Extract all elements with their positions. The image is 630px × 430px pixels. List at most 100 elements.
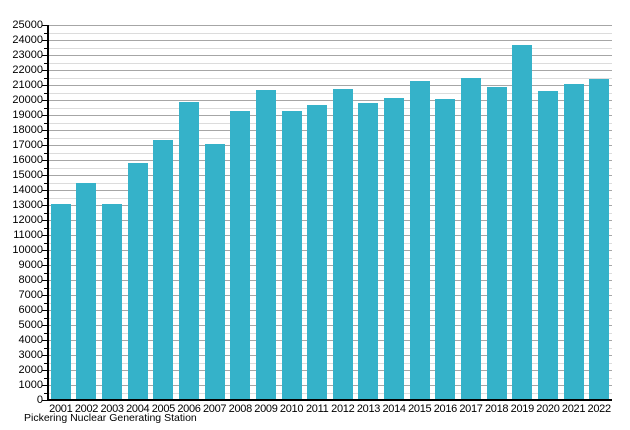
gridline-minor — [48, 32, 612, 34]
y-tick-label: 6000 — [18, 304, 43, 316]
bar-2018 — [486, 86, 507, 400]
bar-2021 — [563, 83, 584, 400]
y-tick-label: 20000 — [12, 94, 43, 106]
y-tick-minor — [44, 152, 47, 154]
y-tick-minor — [44, 347, 47, 349]
y-tick-label: 0 — [36, 394, 43, 406]
gridline-major — [48, 175, 612, 176]
y-tick-label: 17000 — [12, 139, 43, 151]
bar-2013 — [358, 103, 379, 400]
x-tick-label-2022: 2022 — [587, 403, 612, 415]
y-tick-label: 24000 — [12, 34, 43, 46]
y-tick-major — [42, 205, 47, 206]
y-tick-label: 8000 — [18, 274, 43, 286]
y-tick-major — [42, 265, 47, 266]
y-tick-label: 9000 — [18, 259, 43, 271]
y-tick-minor — [44, 332, 47, 334]
gridline-minor — [48, 122, 612, 124]
x-tick-label-2001: 2001 — [49, 403, 73, 415]
x-tick-label-2002: 2002 — [74, 403, 99, 415]
y-tick-major — [42, 385, 47, 386]
bar-2014 — [384, 97, 405, 400]
x-tick-label-2017: 2017 — [459, 403, 483, 415]
x-tick-label-2005: 2005 — [151, 403, 176, 415]
gridline-minor — [48, 137, 612, 139]
bar-2003 — [102, 203, 123, 400]
gridline-minor — [48, 257, 612, 259]
y-tick-minor — [44, 377, 47, 379]
y-tick-minor — [44, 227, 47, 229]
gridline-major — [48, 340, 612, 341]
y-tick-major — [42, 280, 47, 281]
y-tick-minor — [44, 167, 47, 169]
y-tick-major — [42, 130, 47, 131]
y-tick-major — [42, 190, 47, 191]
y-tick-minor — [44, 392, 47, 394]
bar-2022 — [589, 79, 610, 400]
gridline-minor — [48, 347, 612, 349]
y-tick-minor — [44, 107, 47, 109]
y-tick-label: 4000 — [18, 334, 43, 346]
y-tick-label: 22000 — [12, 64, 43, 76]
y-tick-minor — [44, 197, 47, 199]
x-tick-label-2006: 2006 — [177, 403, 201, 415]
gridline-major — [48, 70, 612, 71]
y-tick-major — [42, 160, 47, 161]
y-tick-major — [42, 310, 47, 311]
gridline-minor — [48, 107, 612, 109]
gridline-minor — [48, 392, 612, 394]
bar-2009 — [255, 89, 276, 400]
gridline-major — [48, 280, 612, 281]
bar-2002 — [76, 183, 97, 400]
gridline-major — [48, 295, 612, 296]
y-tick-minor — [44, 122, 47, 124]
bar-2017 — [461, 77, 481, 400]
gridline-major — [48, 40, 612, 41]
y-tick-label: 2000 — [18, 364, 43, 376]
y-tick-minor — [44, 317, 47, 319]
gridline-major — [48, 325, 612, 326]
y-tick-major — [42, 370, 47, 371]
y-tick-label: 5000 — [18, 319, 43, 331]
gridline-major — [48, 115, 612, 116]
x-tick-label-2012: 2012 — [331, 403, 355, 415]
y-tick-major — [42, 115, 47, 116]
y-tick-minor — [44, 182, 47, 184]
gridline-major — [48, 385, 612, 386]
gridline-major — [48, 250, 612, 251]
y-tick-label: 3000 — [18, 349, 43, 361]
y-tick-minor — [44, 302, 47, 304]
x-tick-label-2011: 2011 — [305, 403, 329, 415]
y-tick-label: 18000 — [12, 124, 43, 136]
gridline-minor — [48, 332, 612, 334]
y-tick-minor — [44, 272, 47, 274]
x-tick-label-2009: 2009 — [254, 403, 278, 415]
gridline-minor — [48, 62, 612, 64]
gridline-minor — [48, 212, 612, 214]
y-tick-minor — [44, 212, 47, 214]
y-tick-major — [42, 400, 47, 401]
bar-2001 — [50, 203, 71, 400]
y-tick-major — [42, 340, 47, 341]
x-axis-line — [47, 399, 612, 401]
y-tick-minor — [44, 92, 47, 94]
gridline-minor — [48, 167, 612, 169]
x-tick-label-2015: 2015 — [408, 403, 432, 415]
gridline-minor — [48, 362, 612, 364]
bar-2010 — [281, 110, 302, 400]
x-tick-label-2003: 2003 — [100, 403, 124, 415]
x-tick-label-2007: 2007 — [202, 403, 227, 415]
gridline-minor — [48, 197, 612, 199]
x-tick-label-2004: 2004 — [126, 403, 150, 415]
x-tick-label-2018: 2018 — [484, 403, 509, 415]
y-tick-major — [42, 250, 47, 251]
x-tick-label-2019: 2019 — [510, 403, 535, 415]
y-tick-label: 1000 — [18, 379, 43, 391]
y-tick-major — [42, 295, 47, 296]
y-tick-label: 11000 — [13, 229, 43, 241]
gridline-minor — [48, 287, 612, 289]
bar-2006 — [179, 101, 199, 400]
x-tick-label-2013: 2013 — [356, 403, 381, 415]
gridline-minor — [48, 242, 612, 244]
